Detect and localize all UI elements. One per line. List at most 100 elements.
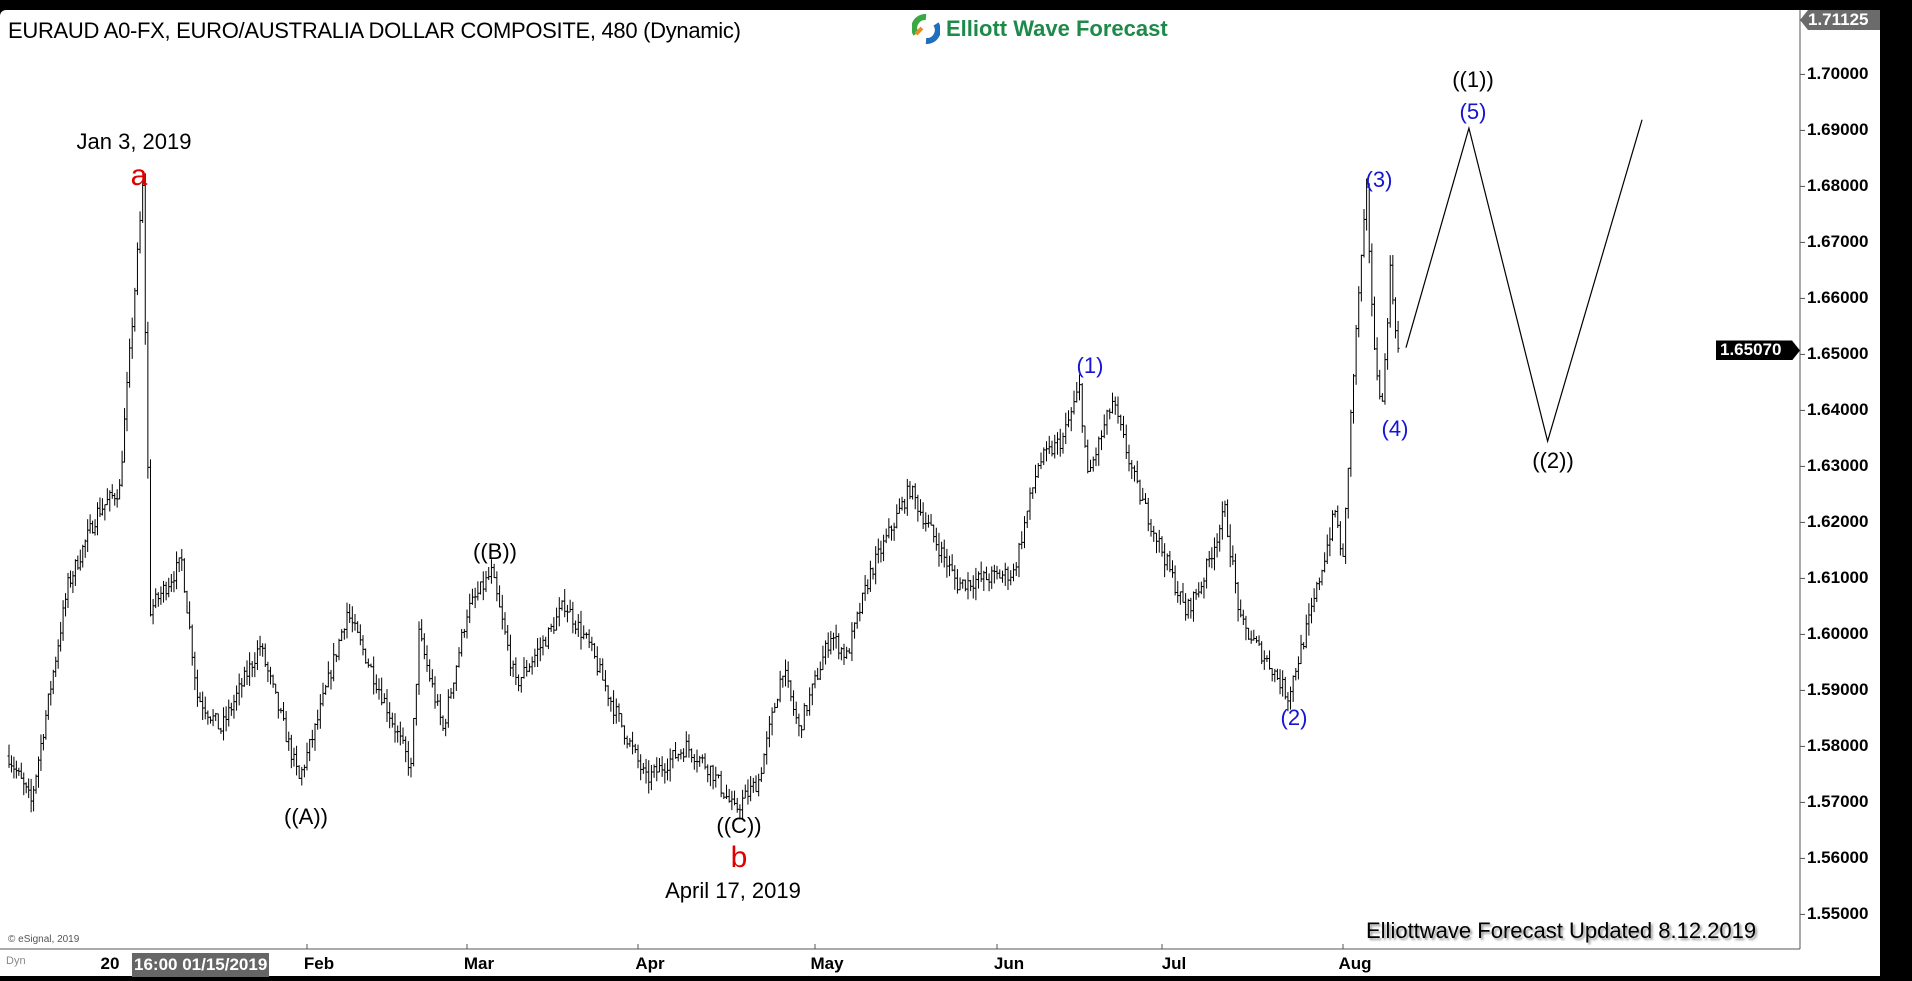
price-bar xyxy=(897,498,901,514)
price-bar xyxy=(232,694,236,719)
top-price-box: 1.71125 xyxy=(1800,10,1880,30)
price-bar xyxy=(929,513,933,526)
price-bar xyxy=(361,635,365,656)
price-bar xyxy=(68,570,72,588)
price-bar xyxy=(1231,545,1235,566)
wave-label-1: (1) xyxy=(1076,353,1104,378)
price-bar xyxy=(1210,547,1214,569)
y-tick-label: 1.61000 xyxy=(1807,568,1869,588)
copyright: © eSignal, 2019 xyxy=(8,934,80,945)
price-bar xyxy=(138,211,142,254)
price-bar xyxy=(164,581,168,601)
price-bar xyxy=(258,635,262,656)
price-bar xyxy=(579,610,583,650)
price-bar xyxy=(1036,462,1040,478)
price-bar xyxy=(884,528,888,544)
price-bar xyxy=(1383,353,1387,405)
price-bar xyxy=(1252,629,1256,641)
price-bar xyxy=(1273,668,1277,683)
price-bar xyxy=(770,707,774,736)
price-bar xyxy=(1199,581,1203,595)
price-bar xyxy=(154,588,158,609)
price-bar xyxy=(800,725,804,739)
price-bar xyxy=(396,725,400,743)
price-bar xyxy=(462,628,466,638)
price-bar xyxy=(1372,296,1376,351)
price-bar xyxy=(1220,501,1224,540)
price-bar xyxy=(842,643,846,665)
price-bar xyxy=(100,498,104,516)
y-tick-label: 1.62000 xyxy=(1807,512,1869,532)
price-bar xyxy=(1138,479,1142,505)
price-bar xyxy=(500,594,504,630)
price-bar xyxy=(1268,650,1272,670)
price-bar xyxy=(557,597,561,627)
price-bar xyxy=(1100,430,1103,451)
price-bar xyxy=(555,607,559,631)
price-bar xyxy=(430,669,434,688)
price-bar xyxy=(1191,591,1195,622)
price-bar xyxy=(1257,635,1261,646)
price-bar xyxy=(81,544,85,568)
y-tick-label: 1.57000 xyxy=(1807,792,1869,812)
price-bar xyxy=(446,689,450,728)
price-bar xyxy=(1244,615,1248,641)
price-bar xyxy=(1113,396,1117,415)
price-bar xyxy=(17,767,21,776)
price-bar xyxy=(51,669,55,695)
price-bar xyxy=(266,661,270,683)
price-bar xyxy=(444,718,448,737)
price-bar xyxy=(903,498,907,514)
price-bar xyxy=(1178,591,1182,605)
price-bar xyxy=(1072,390,1076,415)
price-bar xyxy=(595,646,599,676)
price-bar xyxy=(159,586,163,605)
price-bar xyxy=(1270,668,1274,682)
price-bar xyxy=(1275,668,1279,680)
price-bar xyxy=(1127,444,1131,472)
price-bar xyxy=(552,617,556,634)
price-bar xyxy=(422,633,426,660)
price-bar xyxy=(1181,582,1185,603)
price-bar xyxy=(813,670,817,689)
price-bar xyxy=(198,692,202,703)
price-bar xyxy=(44,710,48,740)
price-bar xyxy=(203,696,207,720)
price-bar xyxy=(919,499,923,516)
price-bar xyxy=(1094,447,1098,467)
price-bar xyxy=(316,709,320,730)
price-bar xyxy=(156,592,160,607)
price-bar xyxy=(24,782,28,794)
price-bar xyxy=(971,575,975,599)
price-bar xyxy=(1218,524,1222,552)
price-bar xyxy=(617,703,621,722)
price-bar xyxy=(735,797,739,813)
price-bar xyxy=(992,564,996,584)
price-bar xyxy=(942,539,946,568)
price-bar xyxy=(1207,550,1211,568)
price-bar xyxy=(1173,565,1177,596)
price-bar xyxy=(794,701,798,724)
y-tick-label: 1.69000 xyxy=(1807,120,1869,140)
price-bar xyxy=(308,738,312,762)
price-bar xyxy=(1215,533,1219,558)
price-bar xyxy=(698,755,702,767)
price-bar xyxy=(767,715,771,748)
price-bar xyxy=(1124,424,1128,459)
price-bar xyxy=(879,540,883,563)
price-bar xyxy=(409,757,413,778)
price-bar xyxy=(1020,531,1024,550)
price-bar xyxy=(123,408,127,463)
price-bar xyxy=(1122,415,1125,438)
price-bar xyxy=(810,683,814,706)
price-bar xyxy=(1262,650,1266,670)
price-bar xyxy=(759,767,763,783)
price-bar xyxy=(1388,255,1392,328)
price-bar xyxy=(1333,509,1337,518)
price-bar xyxy=(240,677,244,698)
price-bar xyxy=(274,683,278,694)
price-bar xyxy=(1317,577,1321,591)
price-bar xyxy=(974,567,978,601)
price-bar xyxy=(130,317,134,359)
